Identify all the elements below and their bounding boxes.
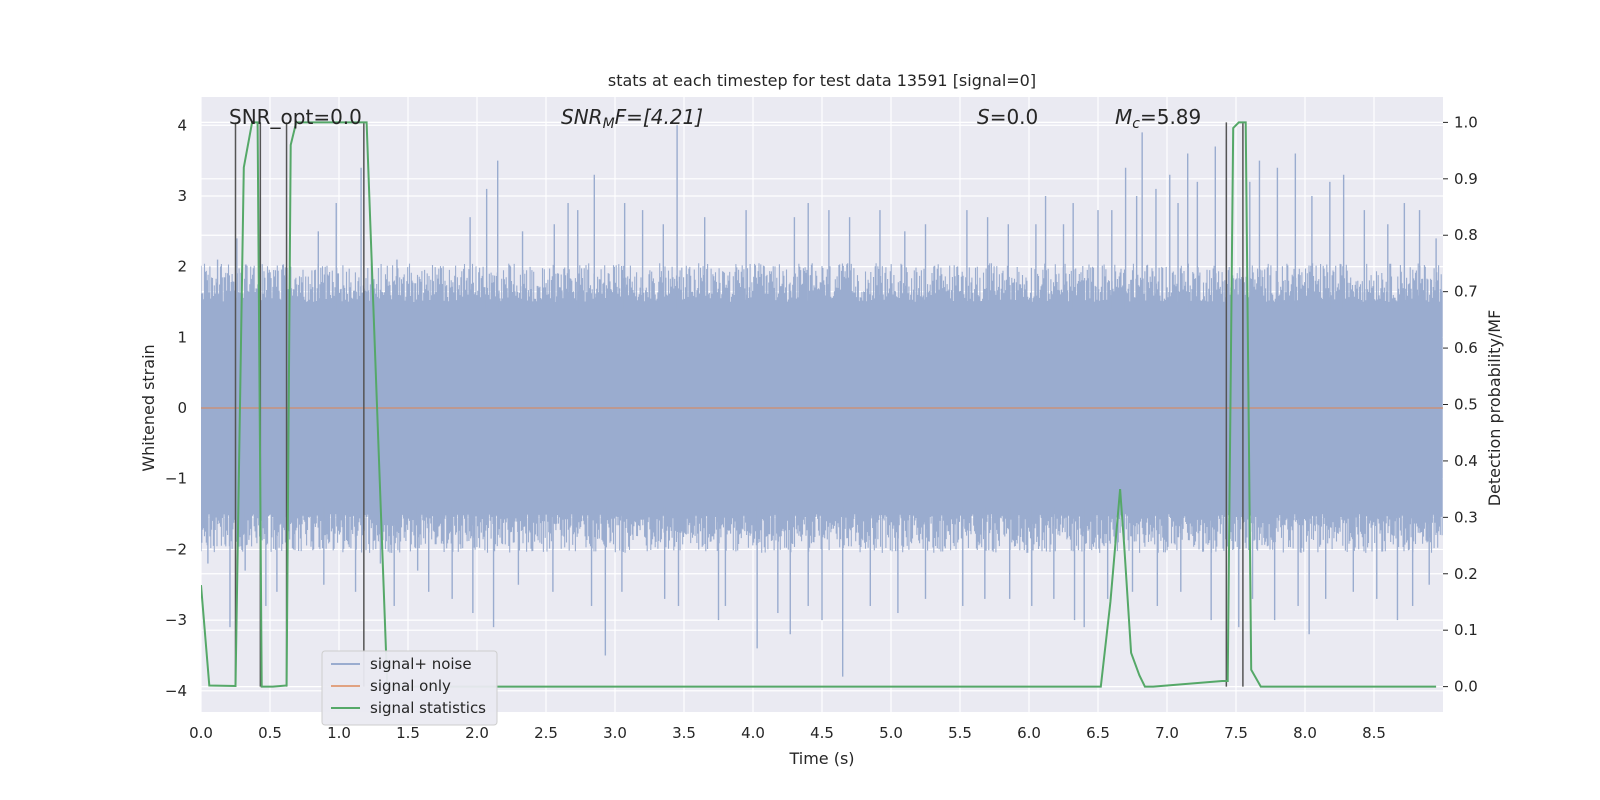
s-symbol: S: [977, 105, 990, 129]
x-tick-label: 2.5: [534, 724, 558, 742]
right-tick-label: 0.8: [1454, 226, 1478, 244]
right-tick-label: 0.0: [1454, 678, 1478, 696]
left-tick-label: 4: [177, 116, 187, 134]
x-tick-label: 6.0: [1017, 724, 1041, 742]
x-axis-label: Time (s): [788, 749, 854, 768]
s-value: =0.0: [990, 105, 1039, 129]
mc-value: =5.89: [1140, 105, 1201, 129]
x-tick-label: 1.5: [396, 724, 420, 742]
left-tick-label: 1: [177, 328, 187, 346]
right-axis-ticks: 0.0 0.1 0.2 0.3 0.4 0.5 0.6 0.7 0.8 0.9 1.0: [1443, 113, 1478, 696]
x-tick-label: 5.0: [879, 724, 903, 742]
x-tick-label: 7.5: [1224, 724, 1248, 742]
x-tick-label: 3.0: [603, 724, 627, 742]
right-tick-label: 0.5: [1454, 396, 1478, 414]
left-tick-label: −1: [165, 470, 187, 488]
legend-box: [321, 650, 498, 726]
x-axis-ticks: 0.0 0.5 1.0 1.5 2.0 2.5 3.0 3.5 4.0 4.5 5.0 5.5 6.0 6…: [189, 724, 1386, 742]
x-tick-label: 8.0: [1293, 724, 1317, 742]
left-axis-ticks: −4 −3 −2 −1 0 1 2 3 4: [165, 116, 187, 700]
x-tick-label: 5.5: [948, 724, 972, 742]
left-tick-label: 2: [177, 258, 187, 276]
x-tick-label: 1.0: [327, 724, 351, 742]
x-tick-label: 6.5: [1086, 724, 1110, 742]
x-tick-label: 0.0: [189, 724, 213, 742]
series-signal-plus-noise: [201, 125, 1443, 677]
legend-label-statistics: signal statistics: [370, 699, 486, 717]
right-tick-label: 0.2: [1454, 565, 1478, 583]
right-tick-label: 0.7: [1454, 283, 1478, 301]
mc-symbol: M: [1115, 105, 1132, 129]
snr-mf-value: F=[4.21]: [615, 105, 703, 129]
x-tick-label: 0.5: [258, 724, 282, 742]
x-tick-label: 7.0: [1155, 724, 1179, 742]
x-tick-label: 3.5: [672, 724, 696, 742]
left-tick-label: 0: [177, 399, 187, 417]
x-tick-label: 2.0: [465, 724, 489, 742]
right-tick-label: 0.4: [1454, 452, 1478, 470]
right-tick-label: 0.9: [1454, 170, 1478, 188]
legend-label-signal: signal only: [370, 677, 451, 695]
chart-title: stats at each timestep for test data 135…: [608, 71, 1036, 90]
x-tick-label: 4.0: [741, 724, 765, 742]
snr-mf-subscript: M: [603, 116, 615, 132]
annotation-snr-opt: SNR_opt=0.0: [229, 105, 362, 129]
left-tick-label: −2: [165, 540, 187, 558]
left-axis-label: Whitened strain: [139, 344, 158, 471]
snr-mf-symbol: SNR: [561, 105, 603, 129]
left-tick-label: −3: [165, 611, 187, 629]
left-tick-label: 3: [177, 187, 187, 205]
right-tick-label: 1.0: [1454, 113, 1478, 131]
right-axis-label: Detection probability/MF: [1485, 310, 1504, 507]
left-tick-label: −4: [165, 682, 187, 700]
right-tick-label: 0.3: [1454, 508, 1478, 526]
annotation-mc: Mc=5.89: [1115, 105, 1201, 132]
x-tick-label: 4.5: [810, 724, 834, 742]
mc-subscript: c: [1132, 116, 1140, 132]
right-tick-label: 0.6: [1454, 339, 1478, 357]
annotation-snr-mf: SNRMF=[4.21]: [561, 105, 703, 132]
annotation-s: S=0.0: [977, 105, 1038, 129]
right-tick-label: 0.1: [1454, 621, 1478, 639]
legend-label-noise: signal+ noise: [370, 655, 472, 673]
x-tick-label: 8.5: [1362, 724, 1386, 742]
legend: signal+ noise signal only signal statist…: [321, 650, 498, 726]
strain-noise-band: [201, 263, 1443, 553]
